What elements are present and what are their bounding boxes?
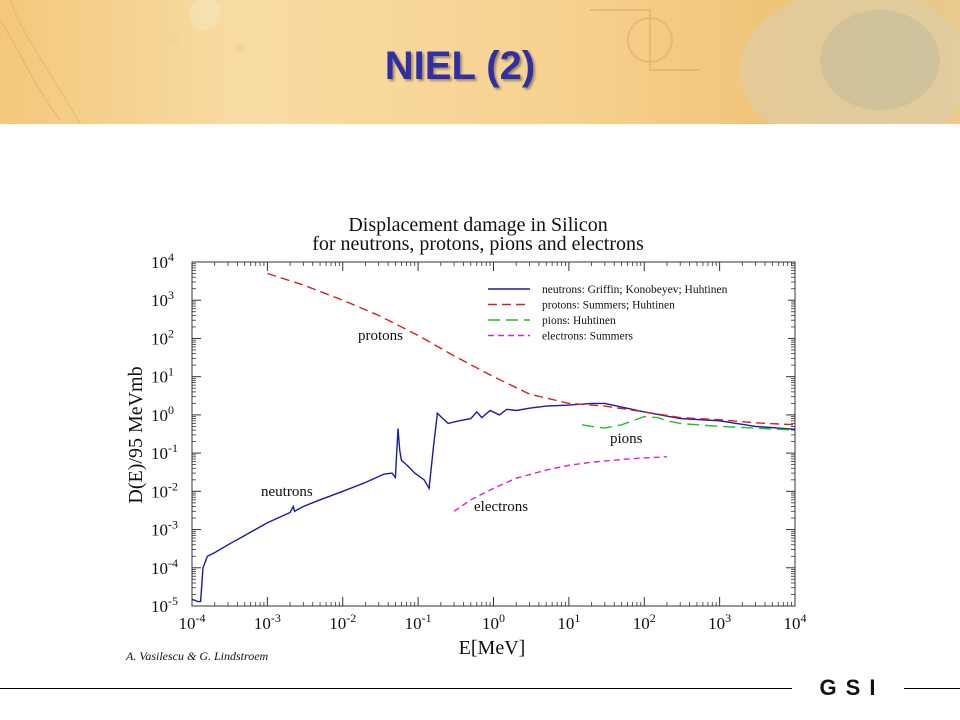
y-axis-label: D(E)/95 MeVmb xyxy=(125,366,147,503)
y-tick-label: 103 xyxy=(151,288,174,310)
legend-label-neutrons: neutrons: Griffin; Konobeyev; Huhtinen xyxy=(542,284,728,296)
y-tick-label: 10-4 xyxy=(151,556,178,578)
x-tick-label: 10-1 xyxy=(405,611,432,633)
y-tick-label: 10-2 xyxy=(151,479,178,501)
banner-ring xyxy=(627,17,673,63)
slide-title: NIEL (2) xyxy=(384,44,536,88)
footer-rule-right xyxy=(904,688,960,689)
series-line-protons xyxy=(267,272,796,426)
y-tick-label: 102 xyxy=(151,326,174,348)
series-line-electrons xyxy=(453,456,667,512)
annotation-protons: protons xyxy=(358,328,403,344)
legend-label-protons: protons: Summers; Huhtinen xyxy=(542,300,675,312)
axis-ticks: 10-4 10-3 10-2 10-1 100 101 102 103 10410-510-41… xyxy=(151,250,807,633)
x-tick-label: 103 xyxy=(708,611,731,633)
banner-beamline-photo xyxy=(740,0,960,124)
x-tick-label: 10-3 xyxy=(254,611,281,633)
x-tick-label: 100 xyxy=(482,611,505,633)
annotation-pions: pions xyxy=(610,431,643,447)
banner-circuit xyxy=(590,9,700,71)
author-credit: A. Vasilescu & G. Lindstroem xyxy=(125,649,269,663)
legend-entries: neutrons: Griffin; Konobeyev; Huhtinen pr… xyxy=(488,284,728,343)
y-tick-label: 10-5 xyxy=(151,594,178,616)
y-tick-label: 101 xyxy=(151,365,174,387)
chart-title: Displacement damage in Silicon xyxy=(348,214,607,236)
annotation-electrons: electrons xyxy=(474,499,528,515)
x-tick-label: 10-4 xyxy=(179,611,206,633)
x-tick-label: 102 xyxy=(633,611,656,633)
banner-track-lines xyxy=(0,19,61,121)
y-tick-label: 10-3 xyxy=(151,518,178,540)
banner-decoration xyxy=(0,0,960,124)
x-tick-label: 101 xyxy=(557,611,580,633)
series-line-pions xyxy=(581,415,796,431)
gsi-logo: GSI xyxy=(802,675,902,703)
annotation-neutrons: neutrons xyxy=(261,484,313,500)
legend-label-electrons: electrons: Summers xyxy=(542,331,634,343)
header-banner: NIEL (2) xyxy=(0,0,960,124)
series-line-neutrons xyxy=(191,402,796,603)
legend-label-pions: pions: Huhtinen xyxy=(542,315,616,327)
y-tick-label: 10-1 xyxy=(151,441,178,463)
banner-bubble xyxy=(189,0,221,30)
x-tick-label: 104 xyxy=(784,611,807,633)
banner-beamline-photo xyxy=(820,10,940,110)
gsi-logo-text: GSI xyxy=(820,676,885,698)
legend: neutrons: Griffin; Konobeyev; Huhtinen pr… xyxy=(476,277,788,345)
x-axis-label: E[MeV] xyxy=(459,637,526,659)
x-tick-label: 10-2 xyxy=(329,611,356,633)
gsi-logo-mark: GSI xyxy=(820,675,885,700)
series-lines xyxy=(191,272,796,603)
chart-subtitle: for neutrons, protons, pions and electro… xyxy=(312,233,644,255)
banner-track-lines xyxy=(9,0,81,124)
banner-bubble xyxy=(168,32,180,44)
y-tick-label: 104 xyxy=(151,250,174,272)
y-tick-label: 100 xyxy=(151,403,174,425)
banner-bubble xyxy=(235,43,245,53)
footer-rule-left xyxy=(0,688,792,689)
